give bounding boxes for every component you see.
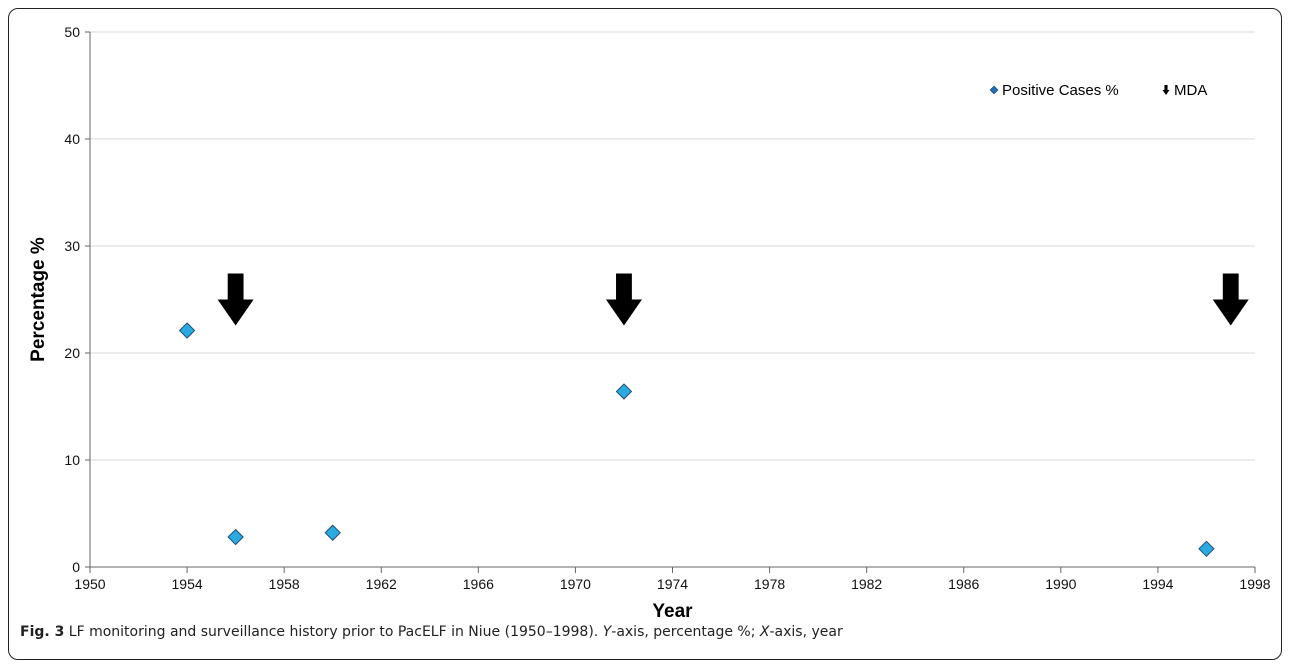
caption-y-italic: Y (602, 624, 612, 640)
x-tick-label-12: 1998 (1239, 576, 1270, 592)
caption-figure-label: Fig. 3 (20, 624, 65, 640)
legend-diamond-marker (989, 85, 999, 95)
mda-arrow-0 (217, 273, 254, 326)
x-tick-label-4: 1966 (463, 576, 494, 592)
mda-arrow-1 (605, 273, 642, 326)
positive-cases-point-4 (1198, 540, 1215, 558)
y-tick-labels: 0 10 20 30 40 50 (64, 24, 80, 575)
legend: Positive Cases % MDA (989, 82, 1207, 99)
x-tick-label-6: 1974 (657, 576, 688, 592)
x-tick-label-5: 1970 (560, 576, 591, 592)
axes (85, 31, 1256, 573)
x-tick-label-1: 1954 (172, 576, 203, 592)
mda-arrow-2 (1212, 273, 1249, 326)
x-tick-label-3: 1962 (366, 576, 397, 592)
figure-frame (8, 8, 1282, 660)
x-tick-label-9: 1986 (948, 576, 979, 592)
x-tick-label-0: 1950 (74, 576, 105, 592)
data-marks (178, 273, 1249, 558)
legend-label-positive-cases: Positive Cases % (1002, 82, 1119, 99)
x-tick-labels: 1950 1954 1958 1962 1966 1970 1974 1978 1982 1986… (74, 576, 1270, 592)
caption-x-italic: X (759, 624, 770, 640)
y-tick-label-5: 50 (64, 24, 80, 40)
positive-cases-point-1 (227, 528, 244, 546)
y-tick-label-1: 10 (64, 452, 80, 468)
x-tick-label-11: 1994 (1142, 576, 1173, 592)
y-tick-label-0: 0 (72, 559, 80, 575)
positive-cases-point-0 (178, 322, 196, 339)
y-tick-label-2: 20 (64, 345, 80, 361)
positive-cases-point-2 (324, 524, 341, 541)
caption-text-2: -axis, percentage %; (611, 624, 760, 640)
y-tick-label-3: 30 (64, 238, 80, 254)
scatter-chart: 1950 1954 1958 1962 1966 1970 1974 1978 1982 1986… (28, 24, 1271, 620)
x-tick-label-7: 1978 (754, 576, 785, 592)
figure-caption: Fig. 3 LF monitoring and surveillance hi… (20, 624, 843, 640)
x-tick-label-2: 1958 (269, 576, 300, 592)
y-tick-label-4: 40 (64, 131, 80, 147)
x-tick-label-10: 1990 (1045, 576, 1076, 592)
x-axis-title: Year (652, 601, 693, 620)
caption-text-3: -axis, year (769, 624, 843, 640)
legend-label-mda: MDA (1174, 82, 1207, 99)
caption-text-1: LF monitoring and surveillance history p… (64, 624, 603, 640)
grid-lines (90, 31, 1255, 461)
legend-arrow-marker (1162, 85, 1170, 95)
y-axis-title: Percentage % (28, 237, 49, 362)
positive-cases-point-3 (615, 383, 633, 400)
x-tick-label-8: 1982 (851, 576, 882, 592)
